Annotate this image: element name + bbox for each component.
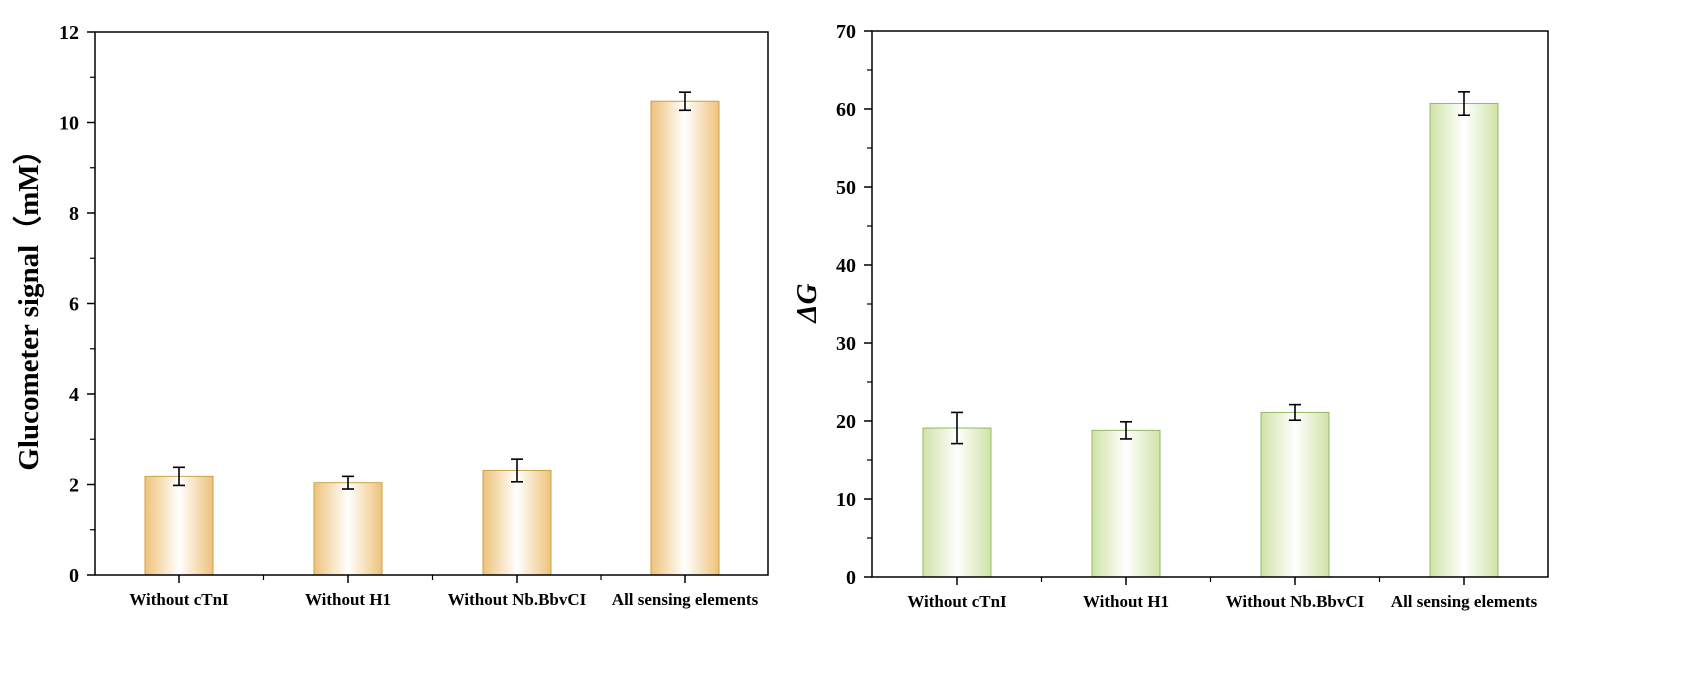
bar: [144, 475, 214, 576]
y-axis: 0 10 20 30 40 50 60 70: [836, 21, 872, 589]
x-tick-label: Without Nb.BbvCI: [448, 590, 587, 609]
y-tick-label: 6: [69, 294, 79, 316]
y-tick-label: 0: [69, 565, 79, 587]
y-tick-label: 20: [836, 411, 856, 433]
x-tick-label: Without cTnI: [907, 592, 1007, 611]
y-axis-title: ΔG: [791, 283, 823, 323]
y-tick-label: 2: [69, 475, 79, 497]
x-tick-label: Without cTnI: [129, 590, 229, 609]
bar: [1091, 429, 1161, 578]
error-bar: [342, 475, 354, 490]
error-bar: [1289, 403, 1301, 422]
error-bar: [1120, 420, 1132, 440]
bar: [1429, 103, 1499, 578]
y-tick-label: 8: [69, 203, 79, 225]
x-axis: Without cTnI Without H1 Without Nb.BbvCI Al…: [129, 575, 759, 609]
x-tick-label: Without H1: [1083, 592, 1169, 611]
y-tick-label: 60: [836, 99, 856, 121]
y-tick-label: 70: [836, 21, 856, 43]
y-tick-label: 30: [836, 333, 856, 355]
bar: [922, 427, 992, 578]
bar-group: [144, 91, 720, 576]
error-bar: [679, 91, 691, 112]
y-tick-label: 40: [836, 255, 856, 277]
bar-group: [922, 91, 1499, 578]
x-tick-label: All sensing elements: [1391, 592, 1538, 611]
error-bar: [951, 411, 963, 445]
y-tick-label: 12: [59, 22, 79, 44]
y-axis: 0 2 4 6 8 10 12: [59, 22, 95, 587]
bar: [482, 469, 552, 576]
y-tick-label: 10: [59, 113, 79, 135]
bar: [313, 482, 383, 576]
y-axis-title: Glucometer signal（mM）: [12, 135, 45, 470]
x-tick-label: All sensing elements: [612, 590, 759, 609]
x-axis: Without cTnI Without H1 Without Nb.BbvCI Al…: [907, 577, 1538, 611]
x-tick-label: Without Nb.BbvCI: [1226, 592, 1365, 611]
y-tick-label: 50: [836, 177, 856, 199]
error-bar: [511, 458, 523, 483]
y-tick-label: 0: [846, 567, 856, 589]
bar: [1260, 411, 1330, 578]
error-bar: [173, 466, 185, 487]
error-bar: [1458, 91, 1470, 117]
x-tick-label: Without H1: [305, 590, 391, 609]
bar: [650, 100, 720, 576]
y-tick-label: 10: [836, 489, 856, 511]
y-tick-label: 4: [69, 384, 79, 406]
